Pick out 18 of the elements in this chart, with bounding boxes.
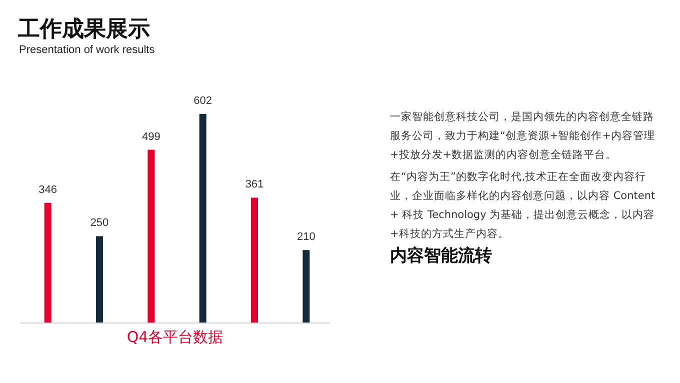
data-label: 499 bbox=[142, 130, 160, 143]
text: 在“内容为王”的数字化时代,技术正在全面改变内容行业，企业面临多样化的内容创意问题，以内容 Content + 科技 Technology 为基础，提出创意云概念，以内容+科技的方式生产内容。 bbox=[390, 170, 656, 242]
data-label: 361 bbox=[245, 178, 264, 191]
data-label: 210 bbox=[296, 231, 316, 244]
chart-subtitle: Presentation of work results bbox=[19, 44, 155, 56]
data-label: 602 bbox=[194, 95, 212, 107]
bar bbox=[148, 150, 155, 323]
data-label: 346 bbox=[38, 184, 58, 196]
bar bbox=[302, 250, 310, 323]
chart-title: 工作成果展示 bbox=[18, 16, 150, 44]
x-axis-title: Q4各平台数据 bbox=[126, 328, 224, 347]
text: 一家智能创意科技公司，是国内领先的内容创意全链路服务公司，致力于构建“创意资源+智能创作+内容管理+投放分发+数据监测的内容创意全链路平台。 bbox=[390, 110, 656, 163]
bar bbox=[251, 198, 258, 323]
data-label: 250 bbox=[90, 217, 109, 230]
bar bbox=[199, 114, 206, 323]
text: 内容智能流转 bbox=[390, 245, 493, 267]
bar bbox=[96, 236, 103, 323]
bar bbox=[44, 202, 52, 323]
